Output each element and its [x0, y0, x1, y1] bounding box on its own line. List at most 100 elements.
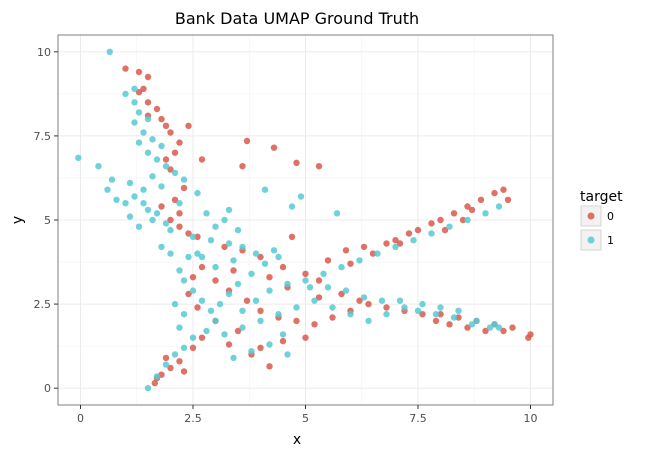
- data-point: [266, 287, 273, 294]
- data-point: [419, 311, 426, 318]
- data-point: [225, 240, 233, 247]
- data-point: [356, 297, 363, 304]
- data-point: [261, 186, 269, 193]
- data-point: [104, 186, 111, 193]
- x-tick-label: 0: [77, 412, 84, 425]
- y-tick-label: 2.5: [34, 298, 52, 311]
- legend-marker-0: [587, 212, 595, 220]
- data-point: [176, 210, 183, 217]
- data-points: [75, 48, 534, 392]
- data-point: [131, 193, 138, 200]
- data-point: [162, 156, 170, 163]
- data-point: [158, 243, 165, 251]
- data-point: [297, 193, 305, 200]
- data-point: [450, 314, 458, 321]
- data-point: [194, 304, 201, 311]
- data-point: [446, 321, 453, 328]
- data-point: [239, 163, 246, 170]
- data-point: [171, 351, 179, 358]
- data-point: [302, 270, 309, 277]
- data-point: [171, 149, 179, 156]
- data-point: [140, 200, 147, 207]
- data-point: [279, 337, 287, 345]
- x-axis-ticks: 0 2.5 5 7.5 10: [77, 405, 538, 425]
- data-point: [106, 48, 114, 55]
- data-point: [176, 223, 183, 230]
- data-point: [248, 348, 255, 355]
- data-point: [189, 287, 197, 294]
- data-point: [149, 216, 156, 224]
- data-point: [383, 240, 390, 247]
- data-point: [198, 263, 206, 271]
- data-point: [383, 304, 390, 311]
- data-point: [167, 364, 174, 372]
- data-point: [437, 304, 444, 311]
- data-point: [212, 263, 219, 271]
- data-point: [171, 169, 179, 177]
- data-point: [95, 163, 102, 170]
- data-point: [153, 156, 161, 163]
- data-point: [167, 250, 174, 257]
- data-point: [500, 186, 507, 193]
- data-point: [302, 277, 309, 284]
- data-point: [144, 385, 152, 392]
- data-point: [189, 233, 197, 240]
- data-point: [167, 216, 174, 224]
- data-point: [131, 85, 138, 93]
- data-point: [257, 317, 264, 325]
- data-point: [383, 311, 390, 318]
- data-point: [180, 311, 188, 318]
- data-point: [198, 253, 206, 261]
- data-point: [140, 186, 147, 193]
- data-point: [126, 179, 134, 187]
- data-point: [108, 176, 116, 183]
- data-point: [324, 257, 332, 264]
- data-point: [410, 237, 417, 244]
- data-point: [239, 243, 246, 251]
- data-point: [320, 270, 327, 277]
- data-point: [266, 274, 273, 281]
- data-point: [504, 196, 512, 203]
- data-point: [176, 324, 183, 331]
- data-point: [122, 90, 129, 98]
- data-point: [261, 260, 269, 267]
- data-point: [225, 206, 233, 214]
- data-point: [198, 297, 206, 304]
- data-point: [441, 226, 449, 234]
- data-point: [315, 277, 323, 284]
- data-point: [275, 253, 282, 261]
- data-point: [468, 206, 476, 214]
- data-point: [158, 142, 165, 150]
- data-point: [252, 297, 260, 304]
- data-point: [414, 307, 422, 314]
- data-point: [122, 65, 129, 72]
- data-point: [212, 317, 219, 325]
- data-point: [216, 300, 224, 308]
- data-point: [455, 307, 462, 314]
- data-point: [158, 183, 165, 190]
- data-point: [225, 290, 233, 298]
- data-point: [459, 216, 467, 224]
- data-point: [329, 304, 336, 311]
- data-point: [239, 324, 246, 331]
- data-point: [230, 257, 237, 264]
- data-point: [270, 247, 278, 254]
- data-point: [270, 144, 278, 151]
- data-point: [194, 250, 201, 257]
- data-point: [234, 280, 242, 288]
- data-point: [167, 226, 174, 234]
- data-point: [221, 216, 228, 224]
- data-point: [167, 129, 174, 136]
- data-point: [450, 210, 458, 217]
- x-tick-label: 5: [302, 412, 309, 425]
- data-point: [144, 99, 152, 106]
- data-point: [288, 203, 296, 210]
- data-point: [401, 304, 408, 311]
- data-point: [338, 290, 345, 298]
- data-point: [149, 173, 156, 180]
- data-point: [185, 253, 192, 261]
- series-1: [75, 48, 503, 392]
- data-point: [347, 311, 354, 318]
- data-point: [207, 237, 215, 244]
- data-point: [221, 243, 228, 251]
